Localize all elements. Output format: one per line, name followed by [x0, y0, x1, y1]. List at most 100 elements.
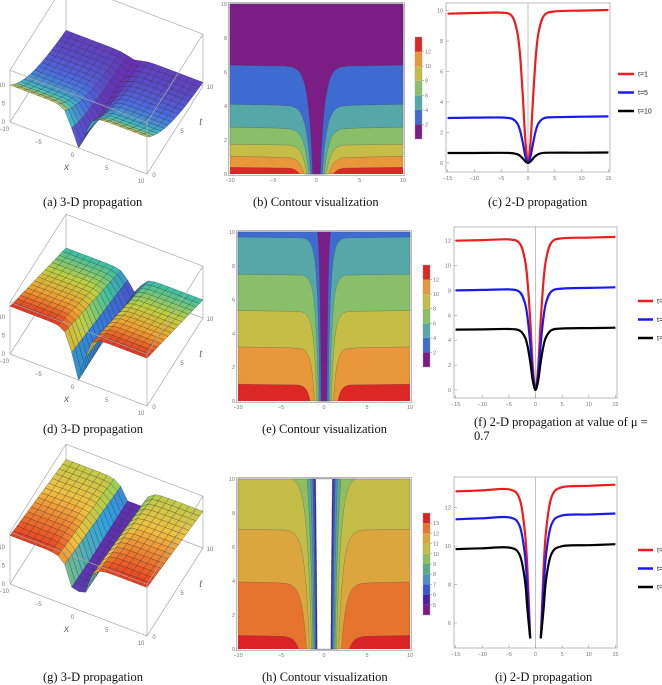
x-tick-label: 5: [105, 398, 109, 404]
box-edge: [146, 34, 204, 123]
colorbar-band: [415, 109, 422, 125]
series-line-t=10: [455, 326, 616, 391]
x-tick-label: −10: [0, 359, 10, 365]
x-tick-label: 10: [138, 641, 145, 647]
x-tick-label: 5: [358, 178, 361, 184]
t-axis-label: t: [199, 349, 203, 360]
colorbar-tick-label: 6: [425, 93, 428, 99]
box-edge: [146, 547, 204, 637]
colorbar-tick-label: 8: [433, 572, 436, 578]
line-plot-i: −15 −10 −5 0 5 10 15 6 8 10 12 t=1 t=5 t=10: [445, 476, 662, 658]
x-tick-label: 5: [365, 653, 368, 659]
x-tick-label: −5: [270, 178, 276, 184]
x-tick-label: 10: [138, 179, 145, 185]
x-tick-label: 10: [138, 411, 145, 417]
y-tick-label: 8: [448, 288, 451, 294]
colorbar-tick-label: 10: [433, 552, 439, 558]
caption-a: (a) 3-D propagation: [43, 195, 143, 209]
x-tick-label: −15: [451, 652, 460, 658]
x-tick-label: 0: [315, 178, 318, 184]
series-line-t=10: [455, 546, 532, 639]
z-tick-label: 10: [0, 545, 6, 551]
colorbar-frame: [414, 36, 423, 140]
y-tick-label: 10: [229, 477, 235, 483]
y-tick-label: 10: [445, 264, 451, 270]
x-tick-label: 5: [561, 652, 564, 658]
colorbar-tick-label: 12: [425, 50, 431, 56]
y-tick-label: 4: [232, 579, 235, 585]
z-tick-label: 10: [0, 315, 6, 321]
t-axis-label: t: [199, 117, 203, 128]
box-edge: [9, 214, 67, 303]
y-tick-label: 0: [440, 161, 443, 167]
colorbar-band: [423, 523, 430, 534]
colorbar-band: [423, 553, 430, 564]
y-tick-label: 6: [440, 70, 443, 76]
t-tick-label: 5: [180, 361, 184, 367]
colorbar-tick-label: 7: [433, 582, 436, 588]
t-tick-label: 0: [152, 635, 156, 641]
caption-c: (c) 2-D propagation: [488, 195, 588, 209]
x-tick-label: 0: [71, 385, 75, 391]
z-tick-label: 5: [2, 564, 6, 570]
series-line-t=5: [455, 515, 532, 639]
box-edge: [9, 0, 56, 71]
series-line-t=10: [539, 543, 616, 639]
x-tick-label: −5: [35, 602, 43, 608]
colorbar-band: [423, 533, 430, 544]
y-tick-label: 8: [232, 511, 235, 517]
colorbar-band: [415, 124, 422, 139]
surface-patch: [139, 351, 151, 359]
surface-plot-a: −10 −5 0 5 10 0 5 10 0 5 10 x t: [0, 0, 214, 185]
x-tick-label: 0: [322, 405, 325, 411]
series-line-t=10: [447, 151, 609, 164]
undefined-region: [315, 478, 333, 650]
legend-label: t=1: [657, 299, 662, 306]
box-edge: [9, 583, 148, 637]
box-edge: [9, 353, 148, 407]
colorbar-tick-label: 13: [433, 521, 439, 527]
z-tick-label: 0: [2, 120, 6, 126]
contour-plot-b: −10 −5 0 5 10 0 2 4 6 8 10 2 4 6 8 10 12: [221, 2, 431, 184]
x-axis-label: x: [63, 162, 70, 173]
legend-label: t=10: [657, 336, 662, 343]
x-tick-label: −10: [225, 178, 234, 184]
t-tick-label: 10: [207, 317, 214, 323]
x-tick-label: −5: [506, 402, 512, 408]
x-tick-label: 5: [365, 405, 368, 411]
y-tick-label: 8: [232, 264, 235, 270]
x-tick-label: −5: [35, 372, 43, 378]
colorbar-band: [423, 323, 430, 338]
y-tick-label: 12: [445, 506, 451, 512]
y-tick-label: 4: [448, 338, 451, 344]
y-tick-label: 2: [224, 138, 227, 144]
colorbar-band: [423, 594, 430, 605]
caption-e: (e) Contour visualization: [262, 422, 387, 436]
x-tick-label: 5: [105, 166, 109, 172]
line-plot-f: −15 −10 −5 0 5 10 15 0 2 4 6 8 10 12 t=1 t=5 t=10: [445, 226, 662, 408]
colorbar-band: [415, 66, 422, 81]
x-tick-label: −10: [478, 652, 487, 658]
x-tick-label: −10: [0, 127, 10, 133]
colorbar-tick-label: 4: [433, 336, 436, 342]
x-tick-label: 0: [534, 652, 537, 658]
x-tick-label: 0: [534, 402, 537, 408]
t-tick-label: 10: [207, 547, 214, 553]
box-edge: [146, 496, 204, 585]
y-tick-label: 6: [232, 298, 235, 304]
x-tick-label: 10: [586, 652, 592, 658]
legend-label: t=10: [638, 109, 652, 116]
box-edge: [146, 317, 204, 407]
contour-band: [229, 3, 404, 175]
caption-h: (h) Contour visualization: [262, 670, 388, 684]
y-tick-label: 8: [224, 36, 227, 42]
y-tick-label: 0: [232, 647, 235, 653]
x-tick-label: −15: [443, 176, 452, 182]
legend-label: t=5: [638, 90, 648, 97]
y-tick-label: 2: [440, 130, 443, 136]
legend-label: t=1: [657, 548, 662, 555]
x-tick-label: −10: [470, 176, 479, 182]
y-tick-label: 0: [232, 399, 235, 405]
x-tick-label: 0: [71, 153, 75, 159]
box-edge: [146, 85, 204, 175]
